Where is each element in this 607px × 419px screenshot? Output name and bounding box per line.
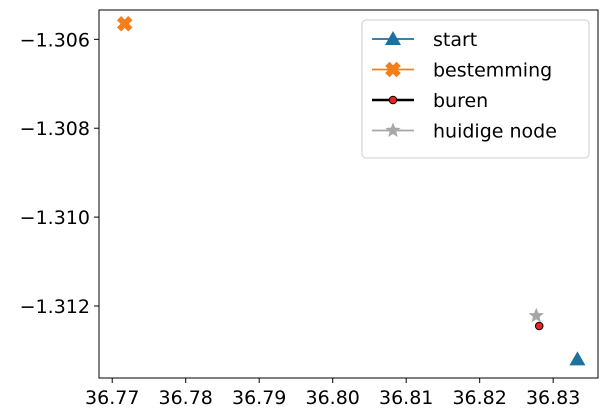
y-tick-label: −1.310 <box>20 207 90 229</box>
x-tick-label: 36.82 <box>452 387 506 409</box>
data-point-start <box>569 351 586 366</box>
legend-label: buren <box>433 90 488 112</box>
y-tick-label: −1.308 <box>20 118 90 140</box>
x-tick-label: 36.79 <box>232 387 286 409</box>
legend-label: huidige node <box>433 121 557 143</box>
data-point-buren <box>534 321 544 331</box>
y-tick-label: −1.306 <box>20 29 90 51</box>
x-tick-label: 36.83 <box>526 387 580 409</box>
legend-label: start <box>433 29 477 51</box>
legend-box <box>361 19 590 159</box>
x-axis: 36.77 36.78 36.79 36.80 36.81 36.82 36.83 <box>85 378 580 409</box>
data-point-bestemming <box>116 15 133 32</box>
data-point-bestemming-arm <box>116 15 133 32</box>
legend-marker <box>385 61 401 78</box>
y-axis: −1.306 −1.308 −1.310 −1.312 <box>20 29 99 318</box>
x-tick-label: 36.80 <box>305 387 359 409</box>
legend-marker <box>385 31 401 45</box>
x-tick-label: 36.81 <box>379 387 433 409</box>
legend-marker <box>385 122 401 137</box>
x-tick-label: 36.78 <box>159 387 213 409</box>
data-point-huidige-node <box>528 307 544 323</box>
y-tick-label: −1.312 <box>20 296 90 318</box>
legend-marker-arm <box>385 61 401 78</box>
legend-marker <box>388 95 398 105</box>
x-tick-label: 36.77 <box>85 387 139 409</box>
legend-label: bestemming <box>433 60 552 82</box>
legend: start bestemming buren huidige node <box>361 19 590 159</box>
data-marks <box>116 15 586 366</box>
